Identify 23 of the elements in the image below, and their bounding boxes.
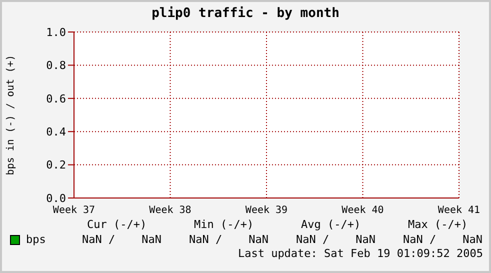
text: NaN / NaN xyxy=(82,233,162,246)
y-axis-title: bps in (-) / out (+) xyxy=(6,54,17,176)
y-tick-label: 0.4 xyxy=(46,126,66,139)
y-tick-label: 1.0 xyxy=(46,26,66,39)
y-tick-label: 0.6 xyxy=(46,92,66,106)
text: NaN / NaN xyxy=(189,233,268,246)
text: NaN / NaN xyxy=(296,233,376,246)
x-tick-label: Week 39 xyxy=(245,205,288,216)
legend-label: bps xyxy=(26,233,46,246)
y-tick-label: 0.8 xyxy=(46,59,66,72)
text: Min (-/+) xyxy=(194,218,254,231)
x-tick-label: Week 38 xyxy=(149,205,192,216)
text: Last update: Sat Feb 19 01:09:52 2005 xyxy=(238,247,483,260)
x-tick-label: Week 40 xyxy=(342,205,384,216)
x-tick-label: Week 41 xyxy=(438,205,480,216)
text: Avg (-/+) xyxy=(301,218,361,231)
text: Max (-/+) xyxy=(408,218,468,231)
text: NaN / NaN xyxy=(403,233,482,246)
chart-title: plip0 traffic - by month xyxy=(150,6,340,23)
x-tick-label: Week 37 xyxy=(52,205,96,216)
text: Cur (-/+) xyxy=(87,218,147,231)
y-tick-label: 0.0 xyxy=(46,192,66,205)
y-tick-label: 0.2 xyxy=(46,158,66,172)
